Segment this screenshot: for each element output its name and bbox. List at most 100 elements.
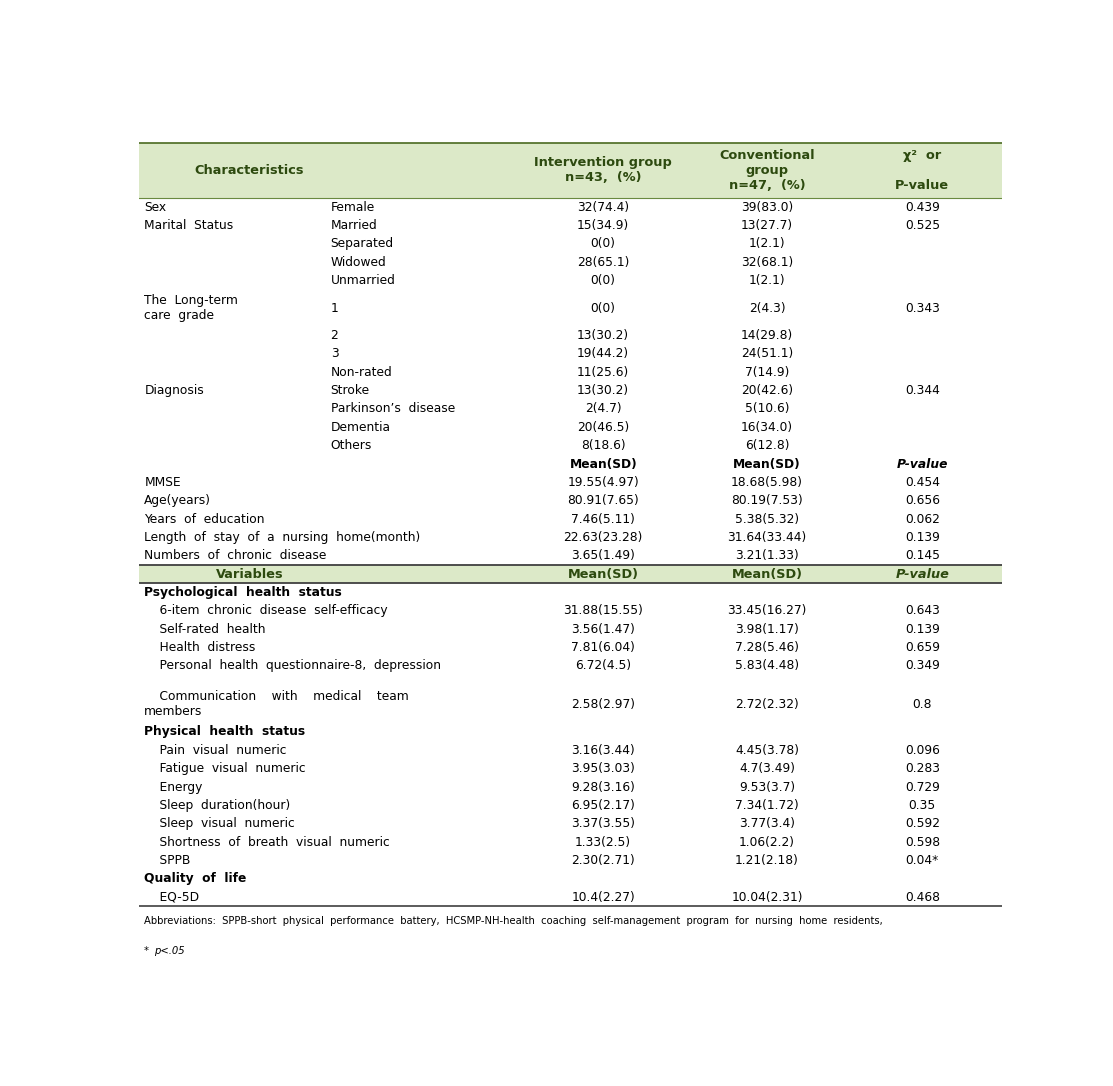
Text: Length  of  stay  of  a  nursing  home(month): Length of stay of a nursing home(month) — [145, 531, 421, 544]
Bar — [139, 143, 1002, 198]
Text: 0.643: 0.643 — [905, 604, 939, 617]
Text: 0.062: 0.062 — [905, 513, 939, 526]
Text: Age(years): Age(years) — [145, 494, 211, 507]
Text: 5.83(4.48): 5.83(4.48) — [735, 659, 799, 672]
Text: Pain  visual  numeric: Pain visual numeric — [145, 744, 287, 757]
Text: 9.53(3.7): 9.53(3.7) — [739, 781, 795, 794]
Text: 5(10.6): 5(10.6) — [745, 403, 789, 416]
Text: 32(68.1): 32(68.1) — [741, 255, 794, 268]
Text: 20(46.5): 20(46.5) — [577, 421, 629, 433]
Text: 3.65(1.49): 3.65(1.49) — [571, 550, 636, 563]
Text: 3.56(1.47): 3.56(1.47) — [571, 622, 636, 635]
Text: Female: Female — [331, 201, 375, 214]
Text: 20(42.6): 20(42.6) — [741, 384, 794, 397]
Text: 0.659: 0.659 — [905, 641, 939, 654]
Text: 2.30(2.71): 2.30(2.71) — [571, 854, 636, 867]
Text: 0.145: 0.145 — [905, 550, 939, 563]
Text: *: * — [145, 947, 152, 957]
Text: 18.68(5.98): 18.68(5.98) — [731, 476, 804, 489]
Text: Psychological  health  status: Psychological health status — [145, 586, 342, 599]
Text: 0.283: 0.283 — [905, 762, 939, 775]
Text: 0.349: 0.349 — [905, 659, 939, 672]
Text: 0.343: 0.343 — [905, 302, 939, 315]
Text: 16(34.0): 16(34.0) — [741, 421, 794, 433]
Text: 0.096: 0.096 — [905, 744, 939, 757]
Text: 0.454: 0.454 — [905, 476, 939, 489]
Text: p<.05: p<.05 — [154, 947, 185, 957]
Text: 0(0): 0(0) — [591, 238, 615, 250]
Text: 2.72(2.32): 2.72(2.32) — [736, 698, 799, 711]
Text: Energy: Energy — [145, 781, 203, 794]
Text: P-value: P-value — [897, 457, 948, 470]
Text: Shortness  of  breath  visual  numeric: Shortness of breath visual numeric — [145, 835, 390, 848]
Text: 80.91(7.65): 80.91(7.65) — [568, 494, 639, 507]
Text: 1(2.1): 1(2.1) — [749, 238, 786, 250]
Text: Fatigue  visual  numeric: Fatigue visual numeric — [145, 762, 306, 775]
Text: 0.139: 0.139 — [905, 531, 939, 544]
Text: Communication    with    medical    team
members: Communication with medical team members — [145, 691, 410, 719]
Text: Others: Others — [331, 439, 372, 452]
Text: Physical  health  status: Physical health status — [145, 725, 305, 738]
Text: Mean(SD): Mean(SD) — [731, 568, 802, 581]
Text: EQ-5D: EQ-5D — [145, 891, 199, 904]
Text: 15(34.9): 15(34.9) — [577, 219, 629, 232]
Text: 19.55(4.97): 19.55(4.97) — [568, 476, 639, 489]
Text: Diagnosis: Diagnosis — [145, 384, 204, 397]
Text: 3.37(3.55): 3.37(3.55) — [571, 818, 636, 830]
Text: 14(29.8): 14(29.8) — [741, 329, 794, 342]
Text: 3.16(3.44): 3.16(3.44) — [571, 744, 636, 757]
Text: Non-rated: Non-rated — [331, 366, 393, 379]
Text: 6-item  chronic  disease  self-efficacy: 6-item chronic disease self-efficacy — [145, 604, 388, 617]
Text: 13(27.7): 13(27.7) — [741, 219, 794, 232]
Text: Widowed: Widowed — [331, 255, 386, 268]
Text: 6.72(4.5): 6.72(4.5) — [575, 659, 631, 672]
Text: 0.439: 0.439 — [905, 201, 939, 214]
Text: 28(65.1): 28(65.1) — [577, 255, 629, 268]
Text: 10.04(2.31): 10.04(2.31) — [731, 891, 802, 904]
Bar — [139, 565, 1002, 583]
Text: χ²  or

P-value: χ² or P-value — [895, 149, 949, 192]
Text: 1.21(2.18): 1.21(2.18) — [736, 854, 799, 867]
Text: 31.88(15.55): 31.88(15.55) — [563, 604, 643, 617]
Text: MMSE: MMSE — [145, 476, 181, 489]
Text: Personal  health  questionnaire-8,  depression: Personal health questionnaire-8, depress… — [145, 659, 441, 672]
Text: Sleep  visual  numeric: Sleep visual numeric — [145, 818, 295, 830]
Text: Marital  Status: Marital Status — [145, 219, 234, 232]
Text: 0.139: 0.139 — [905, 622, 939, 635]
Text: 1(2.1): 1(2.1) — [749, 274, 786, 287]
Text: 39(83.0): 39(83.0) — [741, 201, 794, 214]
Text: 13(30.2): 13(30.2) — [578, 329, 629, 342]
Text: 3.21(1.33): 3.21(1.33) — [736, 550, 799, 563]
Text: 7.28(5.46): 7.28(5.46) — [735, 641, 799, 654]
Text: 22.63(23.28): 22.63(23.28) — [563, 531, 643, 544]
Text: Variables: Variables — [216, 568, 284, 581]
Text: 0.656: 0.656 — [905, 494, 939, 507]
Text: 3.77(3.4): 3.77(3.4) — [739, 818, 795, 830]
Text: 1.06(2.2): 1.06(2.2) — [739, 835, 795, 848]
Text: 6.95(2.17): 6.95(2.17) — [571, 799, 636, 812]
Text: Sleep  duration(hour): Sleep duration(hour) — [145, 799, 290, 812]
Text: 19(44.2): 19(44.2) — [578, 348, 629, 361]
Text: 6(12.8): 6(12.8) — [745, 439, 789, 452]
Text: 0.592: 0.592 — [905, 818, 939, 830]
Text: 9.28(3.16): 9.28(3.16) — [571, 781, 636, 794]
Text: 4.7(3.49): 4.7(3.49) — [739, 762, 795, 775]
Text: 7.34(1.72): 7.34(1.72) — [736, 799, 799, 812]
Text: 3: 3 — [331, 348, 338, 361]
Text: Health  distress: Health distress — [145, 641, 256, 654]
Text: Dementia: Dementia — [331, 421, 391, 433]
Text: Unmarried: Unmarried — [331, 274, 395, 287]
Text: Years  of  education: Years of education — [145, 513, 265, 526]
Text: SPPB: SPPB — [145, 854, 190, 867]
Text: 3.95(3.03): 3.95(3.03) — [571, 762, 636, 775]
Text: Intervention group
n=43,  (%): Intervention group n=43, (%) — [534, 156, 672, 185]
Text: Mean(SD): Mean(SD) — [570, 457, 637, 470]
Text: 0.468: 0.468 — [905, 891, 939, 904]
Text: 7.81(6.04): 7.81(6.04) — [571, 641, 636, 654]
Text: 2(4.3): 2(4.3) — [749, 302, 786, 315]
Text: 32(74.4): 32(74.4) — [578, 201, 629, 214]
Text: Characteristics: Characteristics — [195, 164, 304, 177]
Text: 4.45(3.78): 4.45(3.78) — [735, 744, 799, 757]
Text: 7.46(5.11): 7.46(5.11) — [571, 513, 636, 526]
Text: Mean(SD): Mean(SD) — [733, 457, 801, 470]
